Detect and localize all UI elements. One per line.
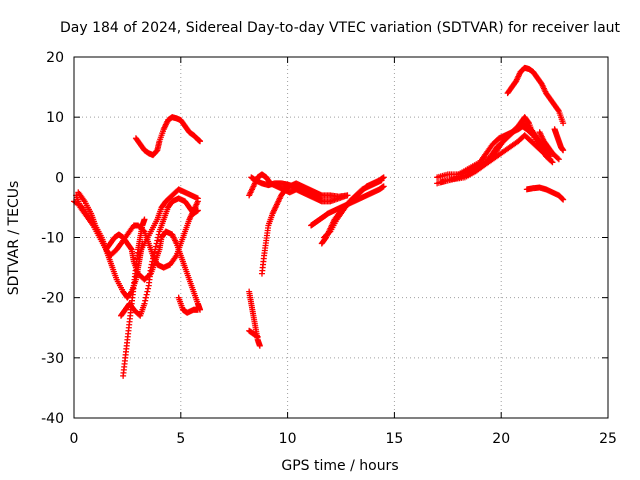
series-arc5 (117, 195, 201, 319)
data-point-interp (145, 285, 152, 292)
chart-title: Day 184 of 2024, Sidereal Day-to-day VTE… (60, 20, 621, 36)
series-arc7 (175, 294, 201, 316)
y-tick-label: 10 (46, 110, 64, 126)
data-point-interp (152, 243, 159, 250)
data-point-interp (143, 291, 150, 298)
data-point (380, 183, 387, 190)
y-tick-label: -30 (41, 351, 64, 367)
x-tick-label: 20 (492, 431, 510, 447)
series-arc23 (551, 126, 567, 154)
series-arc14 (308, 183, 387, 229)
x-axis-label: GPS time / hours (281, 458, 398, 474)
data-point (560, 120, 567, 127)
data-point-interp (142, 297, 149, 304)
data-point-interp (148, 261, 155, 268)
data-point (549, 159, 556, 166)
series-arc21 (504, 64, 567, 127)
data-point-interp (548, 149, 555, 156)
grid (74, 57, 608, 418)
data-point-interp (155, 231, 162, 238)
x-axis-ticks: 0 5 10 15 20 25 (70, 57, 617, 447)
y-tick-label: 0 (55, 170, 64, 186)
series-arc24 (523, 184, 567, 203)
data-point-interp (150, 255, 157, 262)
series-arc8 (132, 114, 204, 159)
x-tick-label: 5 (176, 431, 185, 447)
data-point (194, 195, 201, 202)
x-tick-label: 15 (385, 431, 403, 447)
series-arc16 (320, 177, 385, 241)
data-point (254, 333, 261, 340)
data-point (380, 174, 387, 181)
data-point-interp (151, 249, 158, 256)
data-point-interp (555, 107, 562, 114)
data-point (560, 147, 567, 154)
data-point (194, 207, 201, 214)
series-arc10 (246, 327, 261, 340)
y-axis-ticks: -40 -30 -20 -10 0 10 20 (41, 50, 608, 427)
data-point (316, 195, 323, 202)
data-point-interp (149, 258, 156, 265)
data-point-interp (144, 288, 151, 295)
y-tick-label: 20 (46, 50, 64, 66)
data-point-interp (326, 229, 333, 236)
data-point-interp (155, 234, 162, 241)
x-tick-label: 10 (279, 431, 297, 447)
series-arc9 (246, 288, 263, 349)
data-point (344, 192, 351, 199)
data-point (560, 196, 567, 203)
series-arc13 (248, 174, 323, 202)
series-arc3 (75, 189, 201, 271)
y-tick-label: -20 (41, 291, 64, 307)
data-point (555, 156, 562, 163)
data-point (141, 300, 148, 307)
data-point (547, 153, 554, 160)
series-arc20 (455, 120, 554, 178)
y-axis-label: SDTVAR / TECUs (6, 181, 22, 296)
data-point (194, 306, 201, 313)
data-point (197, 138, 204, 145)
data-marks (71, 64, 567, 379)
data-point (152, 246, 159, 253)
y-tick-label: -40 (41, 411, 64, 427)
series-arc19 (438, 132, 554, 186)
data-point-interp (559, 195, 566, 202)
data-point (256, 342, 263, 349)
data-point-interp (142, 294, 149, 301)
data-point-interp (153, 240, 160, 247)
data-point (147, 264, 154, 271)
data-point-interp (154, 237, 161, 244)
data-point-interp (150, 252, 157, 259)
series-arc22 (536, 129, 556, 157)
data-point (141, 216, 148, 223)
x-tick-label: 0 (70, 431, 79, 447)
data-point-interp (554, 155, 561, 162)
y-tick-label: -10 (41, 231, 64, 247)
data-point-interp (127, 245, 134, 252)
x-tick-label: 25 (599, 431, 617, 447)
data-point (378, 177, 385, 184)
data-point (549, 150, 556, 157)
series-arc6 (135, 186, 201, 259)
